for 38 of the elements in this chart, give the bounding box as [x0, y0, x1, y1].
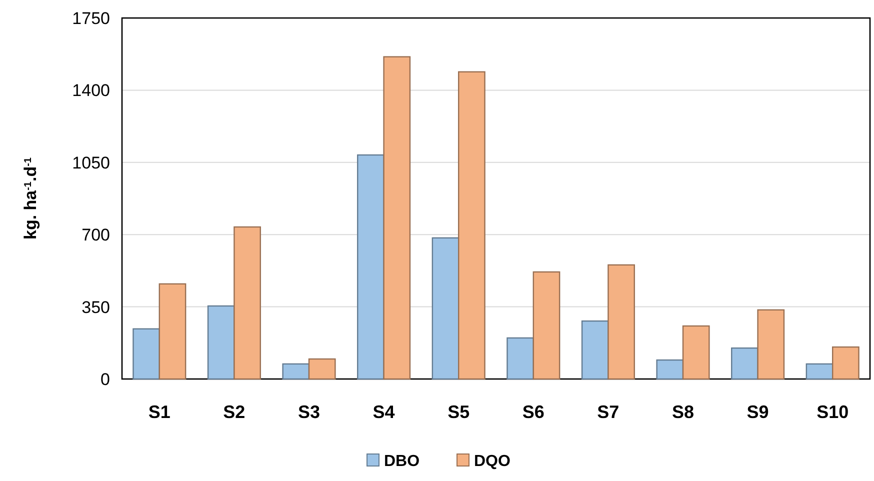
legend-label: DBO	[384, 453, 420, 470]
bar	[656, 359, 684, 380]
bar	[608, 264, 635, 380]
y-tick-label: 1050	[72, 153, 110, 172]
y-tick-label: 0	[100, 370, 110, 389]
bar	[682, 325, 710, 380]
x-tick-label: S10	[816, 402, 849, 422]
bar	[581, 320, 609, 380]
y-tick-label: 350	[82, 298, 110, 317]
x-tick-label: S9	[746, 402, 769, 422]
bar	[731, 347, 758, 380]
bar	[506, 337, 534, 380]
y-tick-label: 700	[82, 226, 110, 245]
bar	[458, 71, 486, 380]
bar	[532, 271, 560, 380]
bar	[282, 363, 310, 380]
bar	[234, 226, 261, 380]
bar	[432, 237, 460, 380]
x-tick-label: S4	[372, 402, 395, 422]
x-tick-label: S8	[672, 402, 694, 422]
bar	[158, 283, 186, 380]
bar	[132, 328, 160, 380]
bar	[383, 56, 411, 380]
bar	[308, 358, 336, 380]
x-tick-label: S2	[223, 402, 246, 422]
x-tick-label: S6	[522, 402, 544, 422]
y-tick-label: 1750	[72, 8, 110, 28]
x-tick-label: S3	[298, 402, 320, 422]
bar	[757, 309, 785, 380]
bar	[806, 363, 834, 380]
legend-label: DQO	[474, 453, 510, 470]
bar	[832, 346, 860, 380]
bar	[357, 154, 384, 380]
bar	[207, 305, 235, 380]
x-tick-label: S5	[448, 402, 470, 422]
x-tick-label: S1	[148, 402, 170, 422]
x-tick-label: S7	[597, 402, 620, 422]
y-tick-label: 1400	[72, 81, 110, 100]
